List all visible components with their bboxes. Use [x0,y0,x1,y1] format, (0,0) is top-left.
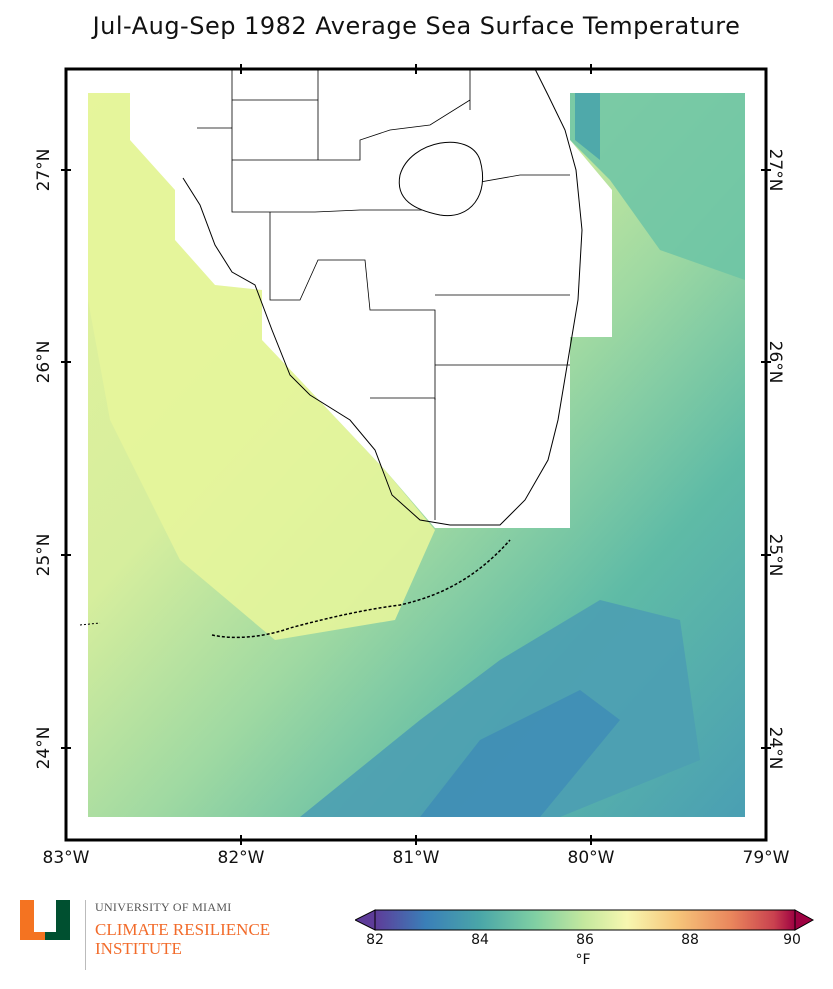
colorbar-tick-86: 86 [576,932,594,948]
warm-sst-zone [88,93,435,640]
lake-okeechobee [398,141,484,217]
map-title: Jul-Aug-Sep 1982 Average Sea Surface Tem… [92,12,741,40]
institute-name-line2: INSTITUTE [95,939,182,958]
dry-tortugas [79,622,101,626]
colorbar-min-arrow [355,909,376,931]
florida-land [130,69,612,528]
colorbar [355,909,815,931]
institute-block: UNIVERSITY OF MIAMI CLIMATE RESILIENCE I… [85,900,270,970]
lat-label-24n-right: 24°N [765,726,785,770]
sst-northeast-patch [575,93,600,160]
colorbar-gradient [374,909,796,931]
institute-name-line1: CLIMATE RESILIENCE [95,920,271,939]
colorbar-max-arrow [794,909,815,931]
lon-label-81w: 81°W [392,848,440,868]
sst-south-patch [300,600,700,817]
colorbar-tick-82: 82 [366,932,384,948]
university-name: UNIVERSITY OF MIAMI [95,900,232,914]
florida-keys [211,539,511,639]
county-lines [197,69,570,520]
lat-label-26n-left: 26°N [34,340,54,384]
lon-label-79w: 79°W [742,848,790,868]
lat-label-25n-left: 25°N [34,533,54,577]
colorbar-tick-90: 90 [783,932,801,948]
colorbar-tick-84: 84 [471,932,489,948]
lat-label-25n-right: 25°N [765,533,785,577]
sst-east-patch [570,93,745,280]
lon-label-80w: 80°W [567,848,615,868]
lat-label-26n-right: 26°N [765,340,785,384]
sst-coolest-patch [420,690,620,817]
lon-label-82w: 82°W [217,848,265,868]
university-of-miami-u-logo-icon [20,900,70,940]
coastline [182,69,583,526]
colorbar-unit: °F [575,952,591,968]
lat-label-27n-right: 27°N [765,148,785,192]
lat-label-27n-left: 27°N [34,148,54,192]
colorbar-tick-88: 88 [681,932,699,948]
axis-ticks [61,64,771,845]
lon-label-83w: 83°W [42,848,90,868]
lat-label-24n-left: 24°N [34,726,54,770]
